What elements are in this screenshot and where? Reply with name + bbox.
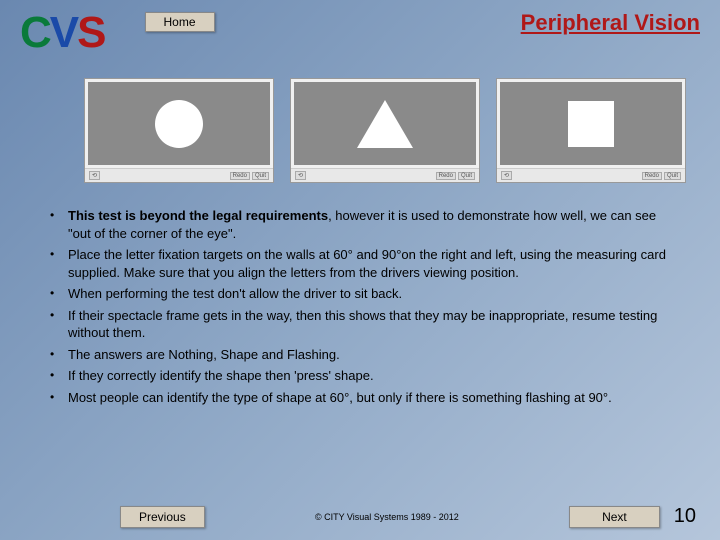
toolbar-quit-button[interactable]: Quit [252,172,269,180]
page-title: Peripheral Vision [521,10,700,36]
bullet-list: This test is beyond the legal requiremen… [0,193,720,406]
footer: Previous © CITY Visual Systems 1989 - 20… [0,505,720,528]
square-shape-icon [568,101,614,147]
copyright-text: © CITY Visual Systems 1989 - 2012 [315,512,459,522]
logo: CVS [20,8,105,58]
list-item: If their spectacle frame gets in the way… [50,307,680,342]
toolbar-back-icon[interactable]: ⟲ [295,171,306,180]
panel-canvas [88,82,270,165]
bullet-text: If their spectacle frame gets in the way… [68,308,657,341]
list-item: The answers are Nothing, Shape and Flash… [50,346,680,364]
toolbar-quit-button[interactable]: Quit [664,172,681,180]
panel-canvas [500,82,682,165]
bullet-text: Place the letter fixation targets on the… [68,247,666,280]
bullet-text: The answers are Nothing, Shape and Flash… [68,347,340,362]
toolbar-redo-button[interactable]: Redo [436,172,456,180]
bullet-text: If they correctly identify the shape the… [68,368,374,383]
panel-triangle: ⟲ Redo Quit [290,78,480,183]
toolbar-back-icon[interactable]: ⟲ [501,171,512,180]
page-number: 10 [674,505,696,528]
bullet-text: Most people can identify the type of sha… [68,390,612,405]
list-item: If they correctly identify the shape the… [50,367,680,385]
logo-letter-v: V [50,8,77,57]
shape-panels-row: ⟲ Redo Quit ⟲ Redo Quit ⟲ Redo Quit [0,58,720,193]
toolbar-redo-button[interactable]: Redo [642,172,662,180]
list-item: Most people can identify the type of sha… [50,389,680,407]
panel-toolbar: ⟲ Redo Quit [497,168,685,182]
panel-canvas [294,82,476,165]
list-item: This test is beyond the legal requiremen… [50,207,680,242]
toolbar-redo-button[interactable]: Redo [230,172,250,180]
bullet-lead: This test is beyond the legal requiremen… [68,208,328,223]
panel-square: ⟲ Redo Quit [496,78,686,183]
bullet-text: When performing the test don't allow the… [68,286,402,301]
header: CVS Home Peripheral Vision [0,0,720,58]
circle-shape-icon [155,100,203,148]
previous-button[interactable]: Previous [120,506,205,528]
logo-letter-s: S [77,8,104,57]
panel-circle: ⟲ Redo Quit [84,78,274,183]
toolbar-back-icon[interactable]: ⟲ [89,171,100,180]
list-item: When performing the test don't allow the… [50,285,680,303]
panel-toolbar: ⟲ Redo Quit [291,168,479,182]
toolbar-quit-button[interactable]: Quit [458,172,475,180]
triangle-shape-icon [357,100,413,148]
list-item: Place the letter fixation targets on the… [50,246,680,281]
logo-letter-c: C [20,8,50,57]
panel-toolbar: ⟲ Redo Quit [85,168,273,182]
home-button[interactable]: Home [145,12,215,32]
next-button[interactable]: Next [569,506,660,528]
